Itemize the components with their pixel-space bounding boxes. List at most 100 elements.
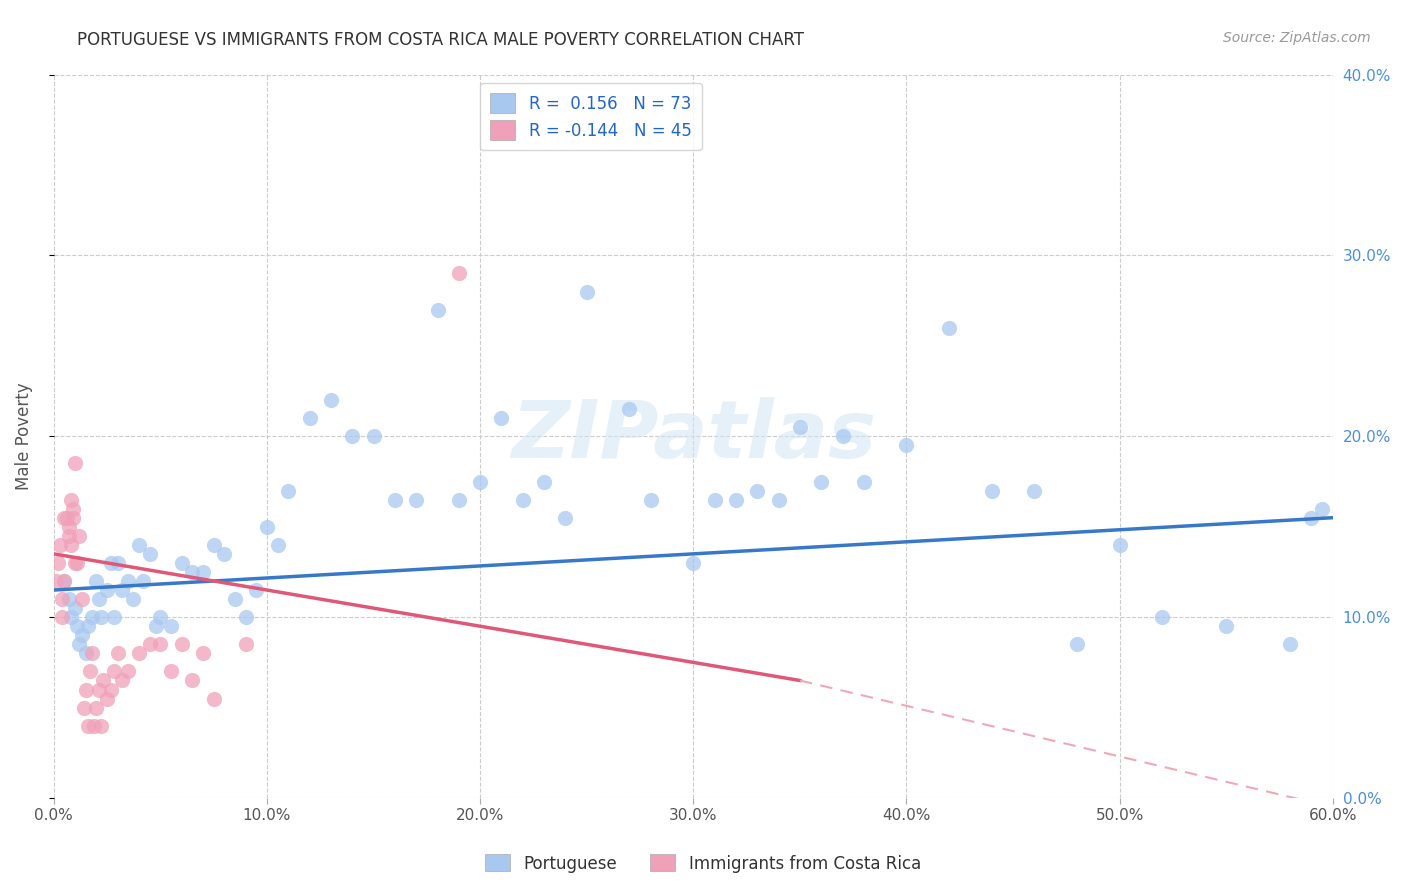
- Point: [86, 574, 108, 588]
- Point: [66, 556, 89, 570]
- Legend: R =  0.156   N = 73, R = -0.144   N = 45: R = 0.156 N = 73, R = -0.144 N = 45: [481, 83, 702, 150]
- Point: [63, 457, 86, 471]
- Point: [90, 719, 112, 733]
- Point: [82, 646, 104, 660]
- Point: [107, 646, 129, 660]
- Point: [59, 610, 82, 624]
- Point: [384, 492, 406, 507]
- Point: [426, 302, 449, 317]
- Point: [58, 592, 80, 607]
- Point: [58, 529, 80, 543]
- Point: [214, 547, 236, 561]
- Point: [107, 556, 129, 570]
- Point: [191, 565, 214, 579]
- Point: [1108, 538, 1130, 552]
- Point: [62, 501, 84, 516]
- Point: [768, 492, 790, 507]
- Text: ZIPatlas: ZIPatlas: [510, 397, 876, 475]
- Point: [1024, 483, 1046, 498]
- Point: [100, 556, 122, 570]
- Point: [46, 556, 69, 570]
- Point: [53, 574, 76, 588]
- Point: [938, 320, 960, 334]
- Point: [67, 529, 90, 543]
- Point: [75, 646, 97, 660]
- Point: [49, 538, 72, 552]
- Point: [491, 411, 513, 425]
- Point: [66, 619, 89, 633]
- Point: [59, 538, 82, 552]
- Point: [45, 574, 67, 588]
- Point: [62, 510, 84, 524]
- Point: [139, 547, 162, 561]
- Point: [682, 556, 704, 570]
- Point: [58, 520, 80, 534]
- Point: [831, 429, 853, 443]
- Text: PORTUGUESE VS IMMIGRANTS FROM COSTA RICA MALE POVERTY CORRELATION CHART: PORTUGUESE VS IMMIGRANTS FROM COSTA RICA…: [77, 31, 804, 49]
- Point: [468, 475, 491, 489]
- Point: [191, 646, 214, 660]
- Legend: Portuguese, Immigrants from Costa Rica: Portuguese, Immigrants from Costa Rica: [478, 847, 928, 880]
- Point: [1279, 637, 1302, 651]
- Point: [405, 492, 427, 507]
- Point: [53, 574, 76, 588]
- Point: [90, 610, 112, 624]
- Point: [86, 700, 108, 714]
- Point: [235, 610, 257, 624]
- Point: [896, 438, 918, 452]
- Point: [51, 592, 73, 607]
- Text: Source: ZipAtlas.com: Source: ZipAtlas.com: [1223, 31, 1371, 45]
- Point: [53, 510, 76, 524]
- Point: [447, 267, 470, 281]
- Point: [245, 582, 267, 597]
- Point: [342, 429, 364, 443]
- Point: [103, 610, 125, 624]
- Point: [103, 665, 125, 679]
- Point: [132, 574, 155, 588]
- Point: [619, 402, 641, 417]
- Point: [117, 665, 139, 679]
- Point: [256, 520, 278, 534]
- Point: [87, 682, 110, 697]
- Point: [160, 619, 183, 633]
- Point: [59, 492, 82, 507]
- Point: [266, 538, 288, 552]
- Point: [703, 492, 725, 507]
- Point: [83, 719, 105, 733]
- Point: [202, 691, 225, 706]
- Point: [575, 285, 598, 299]
- Point: [533, 475, 555, 489]
- Point: [181, 565, 204, 579]
- Point: [170, 556, 193, 570]
- Point: [77, 619, 100, 633]
- Point: [512, 492, 534, 507]
- Y-axis label: Male Poverty: Male Poverty: [15, 383, 32, 490]
- Point: [82, 610, 104, 624]
- Point: [87, 592, 110, 607]
- Point: [1066, 637, 1088, 651]
- Point: [111, 582, 134, 597]
- Point: [128, 646, 150, 660]
- Point: [73, 700, 96, 714]
- Point: [747, 483, 769, 498]
- Point: [447, 492, 470, 507]
- Point: [852, 475, 875, 489]
- Point: [1310, 501, 1333, 516]
- Point: [235, 637, 257, 651]
- Point: [70, 628, 93, 642]
- Point: [149, 637, 172, 651]
- Point: [170, 637, 193, 651]
- Point: [640, 492, 662, 507]
- Point: [202, 538, 225, 552]
- Point: [160, 665, 183, 679]
- Point: [77, 719, 100, 733]
- Point: [63, 601, 86, 615]
- Point: [1301, 510, 1323, 524]
- Point: [554, 510, 576, 524]
- Point: [79, 665, 101, 679]
- Point: [980, 483, 1002, 498]
- Point: [363, 429, 385, 443]
- Point: [789, 420, 811, 434]
- Point: [117, 574, 139, 588]
- Point: [319, 393, 342, 408]
